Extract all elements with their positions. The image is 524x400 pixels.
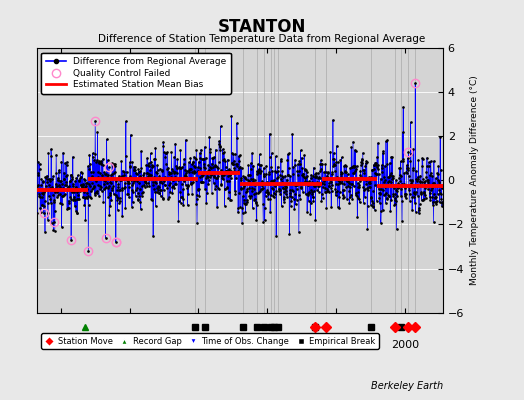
Text: Berkeley Earth: Berkeley Earth [370, 381, 443, 391]
Y-axis label: Monthly Temperature Anomaly Difference (°C): Monthly Temperature Anomaly Difference (… [470, 76, 479, 285]
Text: 1900: 1900 [47, 340, 75, 350]
Text: 1920: 1920 [115, 340, 144, 350]
Legend: Station Move, Record Gap, Time of Obs. Change, Empirical Break: Station Move, Record Gap, Time of Obs. C… [41, 334, 379, 349]
Text: 2000: 2000 [391, 340, 419, 350]
Text: Difference of Station Temperature Data from Regional Average: Difference of Station Temperature Data f… [99, 34, 425, 44]
Legend: Difference from Regional Average, Quality Control Failed, Estimated Station Mean: Difference from Regional Average, Qualit… [41, 52, 231, 94]
Text: 1960: 1960 [253, 340, 281, 350]
Text: 1980: 1980 [322, 340, 350, 350]
Text: 1940: 1940 [184, 340, 213, 350]
Text: STANTON: STANTON [218, 18, 306, 36]
